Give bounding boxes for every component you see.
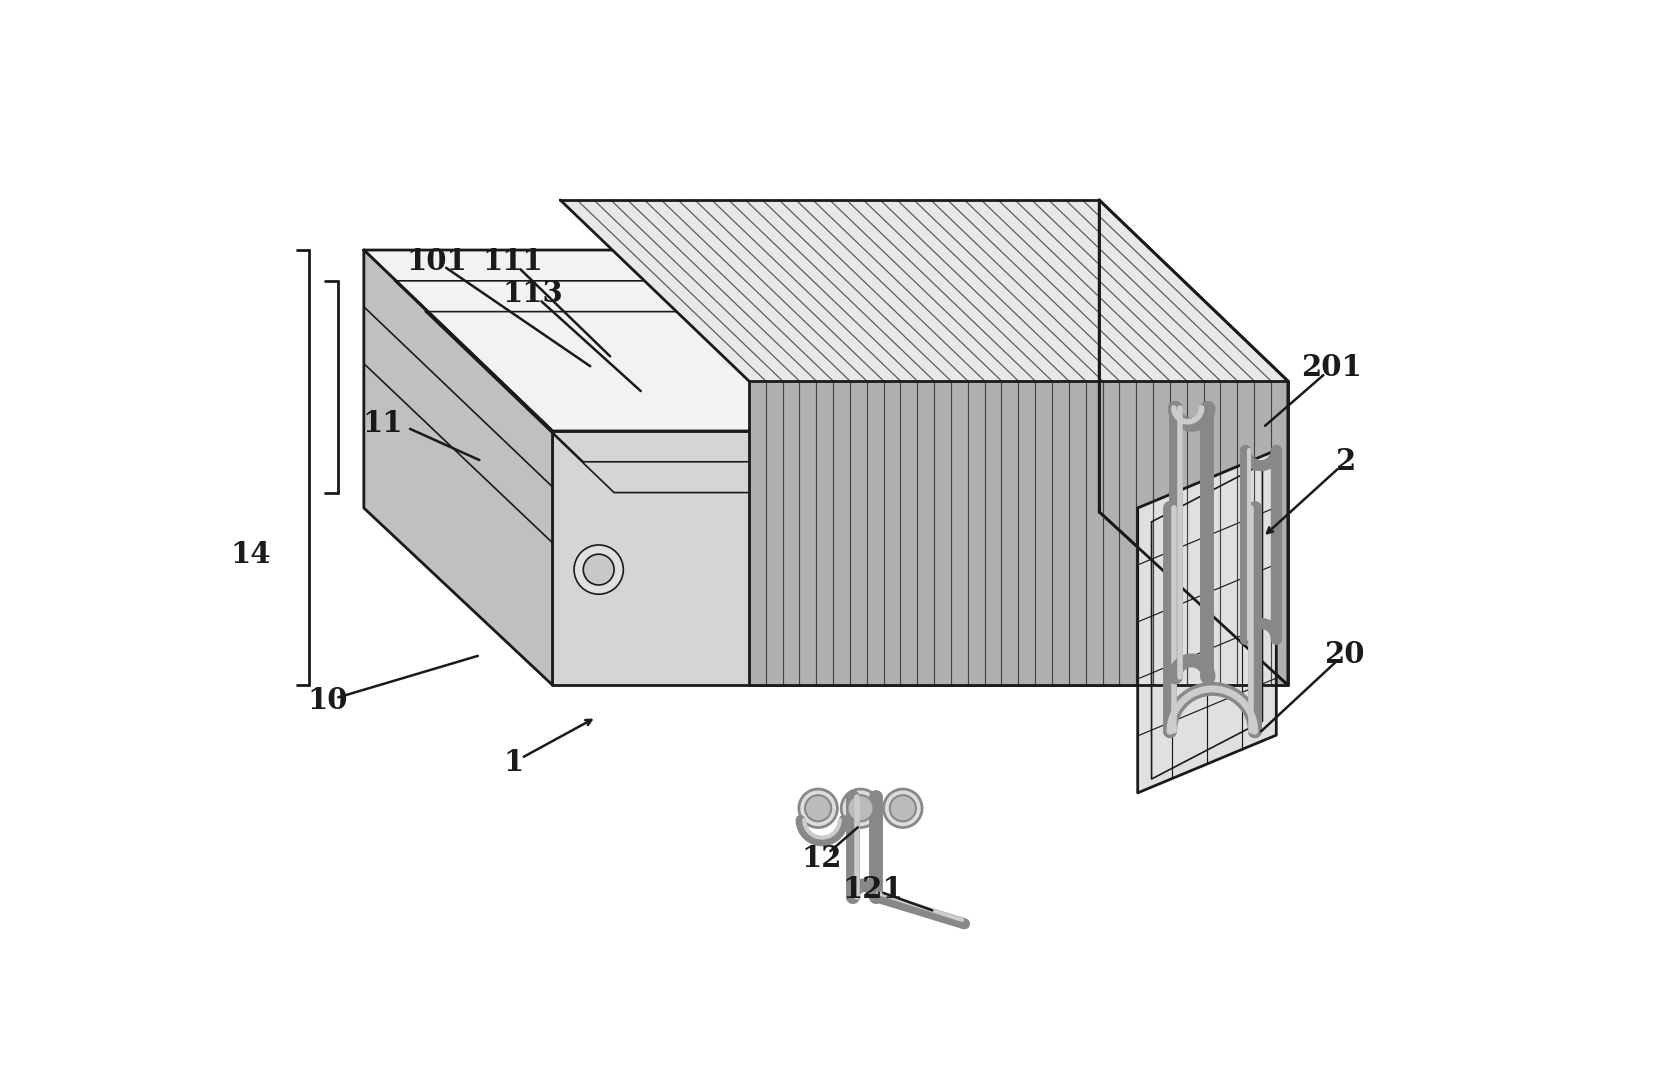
Circle shape: [841, 790, 880, 828]
Text: 111: 111: [483, 247, 543, 277]
Text: 2: 2: [1336, 448, 1356, 476]
Circle shape: [799, 790, 838, 828]
Polygon shape: [560, 200, 1287, 381]
Text: 20: 20: [1324, 639, 1364, 669]
Text: 12: 12: [801, 844, 843, 872]
Circle shape: [583, 554, 613, 585]
Polygon shape: [553, 431, 1284, 685]
Polygon shape: [1099, 200, 1287, 685]
Polygon shape: [749, 381, 1287, 685]
Text: 121: 121: [843, 874, 903, 904]
Text: 10: 10: [307, 686, 349, 715]
Circle shape: [575, 544, 623, 595]
Text: 1: 1: [504, 747, 525, 776]
Polygon shape: [1138, 450, 1277, 793]
Text: 201: 201: [1301, 353, 1363, 382]
Text: 101: 101: [407, 247, 468, 277]
Circle shape: [883, 790, 922, 828]
Circle shape: [848, 795, 873, 821]
Text: 113: 113: [503, 280, 563, 308]
Polygon shape: [364, 250, 553, 685]
Text: 14: 14: [231, 540, 272, 568]
Text: 11: 11: [362, 408, 404, 438]
Circle shape: [890, 795, 915, 821]
Circle shape: [804, 795, 831, 821]
Polygon shape: [364, 250, 1284, 431]
